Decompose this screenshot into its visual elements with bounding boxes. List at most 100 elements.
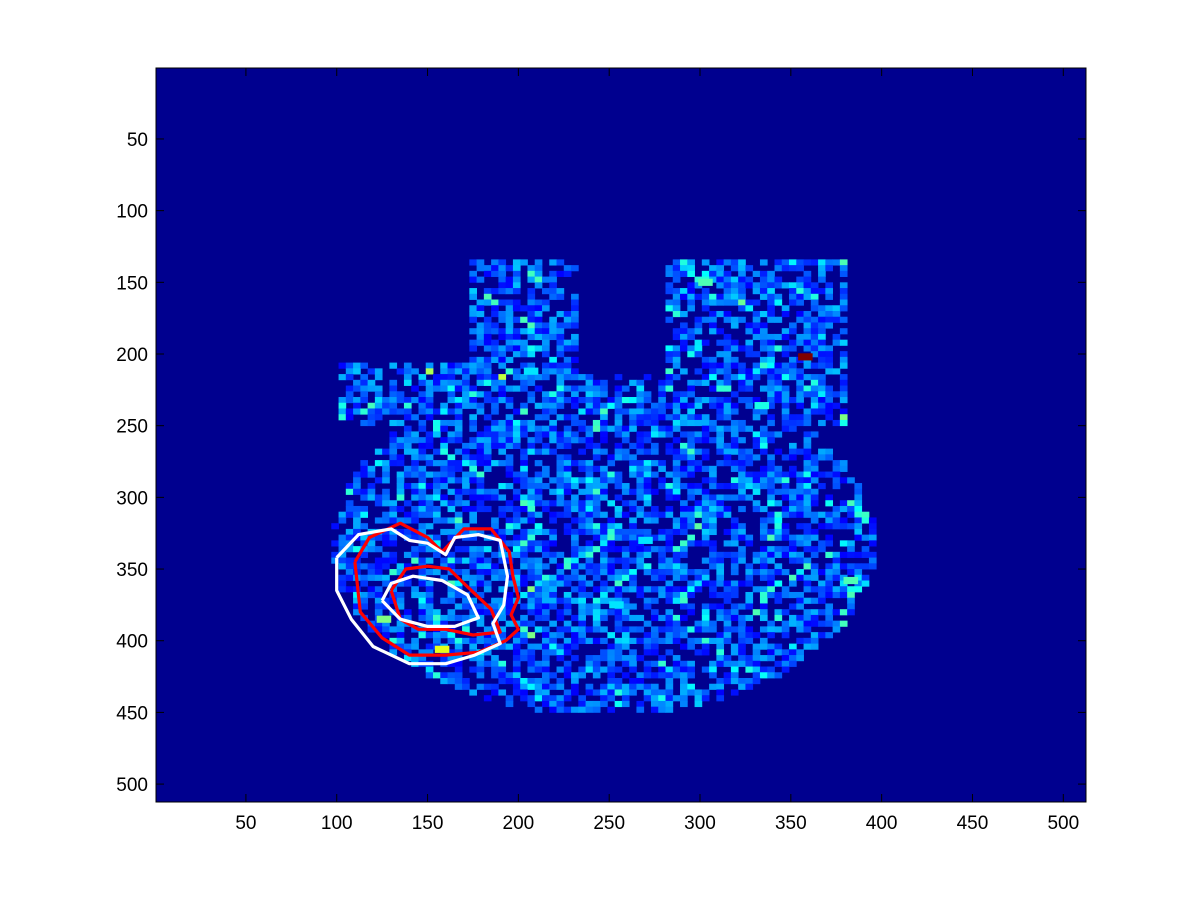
heat-cell — [665, 557, 674, 564]
heat-hotspot — [754, 402, 770, 410]
heat-cell — [796, 339, 804, 346]
heat-cell — [759, 528, 768, 536]
heat-cell — [440, 402, 448, 409]
heat-cell — [345, 391, 354, 398]
heat-cell — [796, 597, 804, 604]
heat-cell — [541, 700, 550, 708]
heat-cell — [491, 356, 499, 364]
heat-cell — [338, 540, 347, 547]
heat-cell — [614, 557, 623, 564]
heat-cell — [774, 569, 783, 576]
heat-cell — [796, 471, 804, 478]
heat-cell — [491, 339, 499, 346]
heat-cell — [491, 288, 499, 295]
heat-cell — [447, 397, 456, 404]
heat-cell — [752, 270, 761, 277]
heat-cell — [549, 597, 557, 604]
heat-cell — [520, 339, 528, 346]
heat-cell — [476, 368, 485, 375]
heat-cell — [411, 431, 419, 438]
heat-cell — [549, 425, 557, 432]
heat-cell — [549, 500, 557, 507]
heat-cell — [752, 500, 761, 507]
heat-cell — [716, 643, 725, 650]
heat-cell — [839, 299, 848, 306]
heat-cell — [374, 500, 383, 507]
heat-cell — [759, 626, 768, 633]
heat-cell — [789, 442, 797, 450]
heat-cell — [687, 603, 695, 610]
heat-cell — [534, 431, 543, 438]
heat-cell — [556, 333, 565, 341]
heat-cell — [723, 345, 732, 352]
heat-cell — [839, 259, 848, 266]
heat-cell — [781, 282, 790, 289]
heat-cell — [643, 517, 652, 524]
heat-cell — [498, 483, 507, 490]
heat-cell — [832, 391, 841, 398]
heat-cell — [825, 517, 834, 524]
heat-cell — [803, 563, 812, 570]
heat-cell — [403, 402, 412, 409]
heat-cell — [774, 299, 783, 306]
heat-cell — [716, 310, 725, 318]
heat-cell — [759, 345, 768, 352]
contour-red-outer — [353, 521, 521, 657]
heat-cell — [571, 689, 579, 696]
heat-cell — [701, 362, 710, 369]
heat-cell — [411, 471, 419, 478]
heat-cell — [476, 603, 485, 610]
heat-cell — [687, 672, 695, 679]
heat-cell — [498, 345, 507, 352]
heat-cell — [752, 649, 761, 656]
heat-cell — [425, 649, 434, 656]
heat-cell — [527, 328, 536, 335]
heat-cell — [491, 259, 499, 266]
heat-cell — [810, 293, 819, 300]
heat-cell — [563, 637, 572, 644]
heat-cell — [789, 655, 797, 662]
heat-cell — [672, 425, 681, 432]
heat-cell — [621, 655, 630, 662]
heat-cell — [774, 614, 783, 622]
heat-cell — [345, 557, 354, 564]
heat-cell — [520, 632, 528, 639]
heat-cell — [360, 563, 369, 570]
heat-cell — [861, 534, 870, 541]
heat-cell — [556, 397, 565, 404]
heat-cell — [796, 316, 804, 323]
heat-cell — [723, 282, 732, 289]
heat-cell — [607, 540, 616, 547]
heat-cell — [759, 586, 768, 593]
heat-cell — [614, 626, 623, 633]
heat-cell — [563, 265, 572, 272]
heat-cell — [534, 586, 543, 593]
heat-cell — [738, 305, 746, 312]
heat-cell — [803, 483, 812, 490]
heat-cell — [462, 460, 470, 467]
heat-cell — [527, 442, 536, 450]
heat-cell — [585, 385, 594, 392]
heat-cell — [440, 368, 448, 375]
heat-cell — [745, 460, 754, 467]
heat-cell — [498, 276, 507, 283]
heat-cell — [600, 431, 608, 438]
heat-cell — [767, 345, 775, 352]
heat-cell — [680, 414, 688, 421]
heat-cell — [781, 362, 790, 369]
heat-cell — [861, 511, 870, 518]
heat-cell — [440, 442, 448, 450]
heat-cell — [512, 305, 521, 312]
heat-cell — [498, 609, 507, 616]
heat-cell — [483, 546, 492, 553]
heat-cell — [556, 322, 565, 329]
heat-cell — [636, 465, 645, 472]
heat-cell — [810, 362, 819, 369]
heat-cell — [774, 534, 783, 541]
heat-cell — [520, 563, 528, 570]
heat-cell — [389, 397, 398, 404]
heat-cell — [614, 683, 623, 690]
heat-cell — [730, 626, 739, 633]
heat-cell — [578, 700, 586, 708]
heat-cell — [818, 408, 826, 415]
